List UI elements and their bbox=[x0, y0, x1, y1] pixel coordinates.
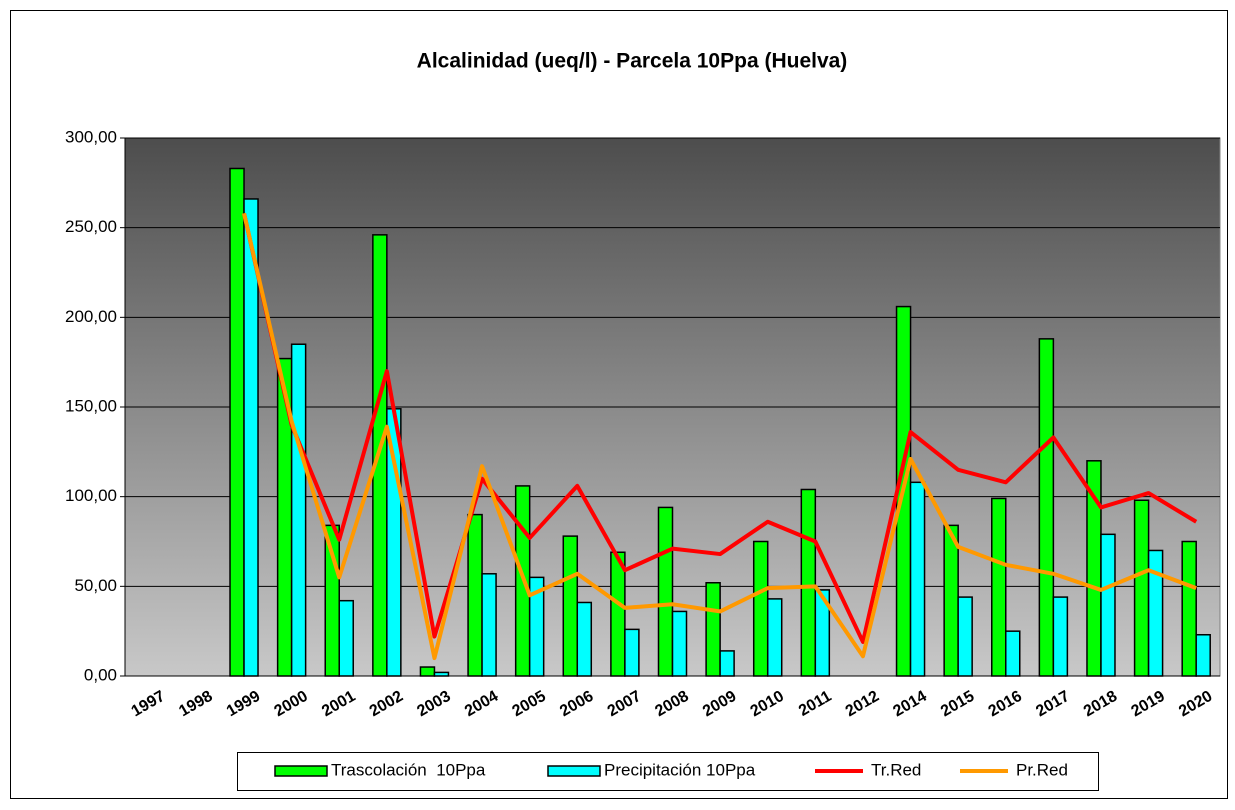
bar bbox=[671, 610, 688, 677]
bar bbox=[1038, 338, 1055, 677]
bar bbox=[290, 343, 307, 677]
line bbox=[242, 212, 1197, 661]
legend-swatch bbox=[274, 765, 328, 777]
y-tick-label: 0,00 bbox=[84, 665, 117, 684]
bar bbox=[800, 488, 817, 677]
y-tick-label: 50,00 bbox=[74, 576, 117, 595]
legend-swatch bbox=[547, 765, 601, 777]
y-tick-label: 250,00 bbox=[65, 217, 117, 236]
bar bbox=[943, 524, 959, 677]
legend-label: Trascolación 10Ppa bbox=[331, 760, 486, 779]
bar bbox=[957, 596, 973, 677]
bar bbox=[1181, 540, 1197, 677]
bar bbox=[528, 576, 545, 677]
legend bbox=[237, 752, 1099, 791]
bar bbox=[1005, 630, 1021, 677]
bar bbox=[1133, 499, 1150, 677]
bar bbox=[1100, 533, 1116, 677]
bar bbox=[1195, 634, 1211, 677]
bar bbox=[814, 589, 831, 677]
bar bbox=[243, 198, 259, 677]
bar bbox=[1052, 596, 1069, 677]
bar bbox=[705, 581, 721, 677]
bar bbox=[419, 666, 436, 677]
legend-label: Precipitación 10Ppa bbox=[604, 760, 756, 779]
y-tick-label: 200,00 bbox=[65, 307, 117, 326]
y-tick-label: 300,00 bbox=[65, 127, 117, 146]
bar bbox=[909, 481, 926, 677]
bar bbox=[991, 497, 1007, 677]
bar bbox=[433, 671, 450, 677]
bar bbox=[752, 540, 769, 677]
legend-label: Tr.Red bbox=[871, 760, 921, 779]
bar bbox=[624, 628, 640, 677]
chart-title: Alcalinidad (ueq/l) - Parcela 10Ppa (Hue… bbox=[417, 50, 848, 73]
legend-label: Pr.Red bbox=[1016, 760, 1068, 779]
y-tick-label: 150,00 bbox=[65, 396, 117, 415]
bar bbox=[229, 167, 245, 677]
bar bbox=[562, 535, 579, 677]
bar bbox=[576, 601, 593, 677]
y-tick-label: 100,00 bbox=[65, 486, 117, 505]
bar bbox=[766, 598, 783, 677]
bar bbox=[1147, 549, 1164, 677]
bar bbox=[338, 599, 354, 677]
bar bbox=[719, 650, 735, 677]
line bbox=[242, 212, 1198, 644]
bar bbox=[386, 408, 402, 677]
bar bbox=[610, 551, 626, 677]
bar bbox=[481, 573, 497, 677]
bar bbox=[657, 506, 674, 677]
bar bbox=[467, 513, 483, 677]
